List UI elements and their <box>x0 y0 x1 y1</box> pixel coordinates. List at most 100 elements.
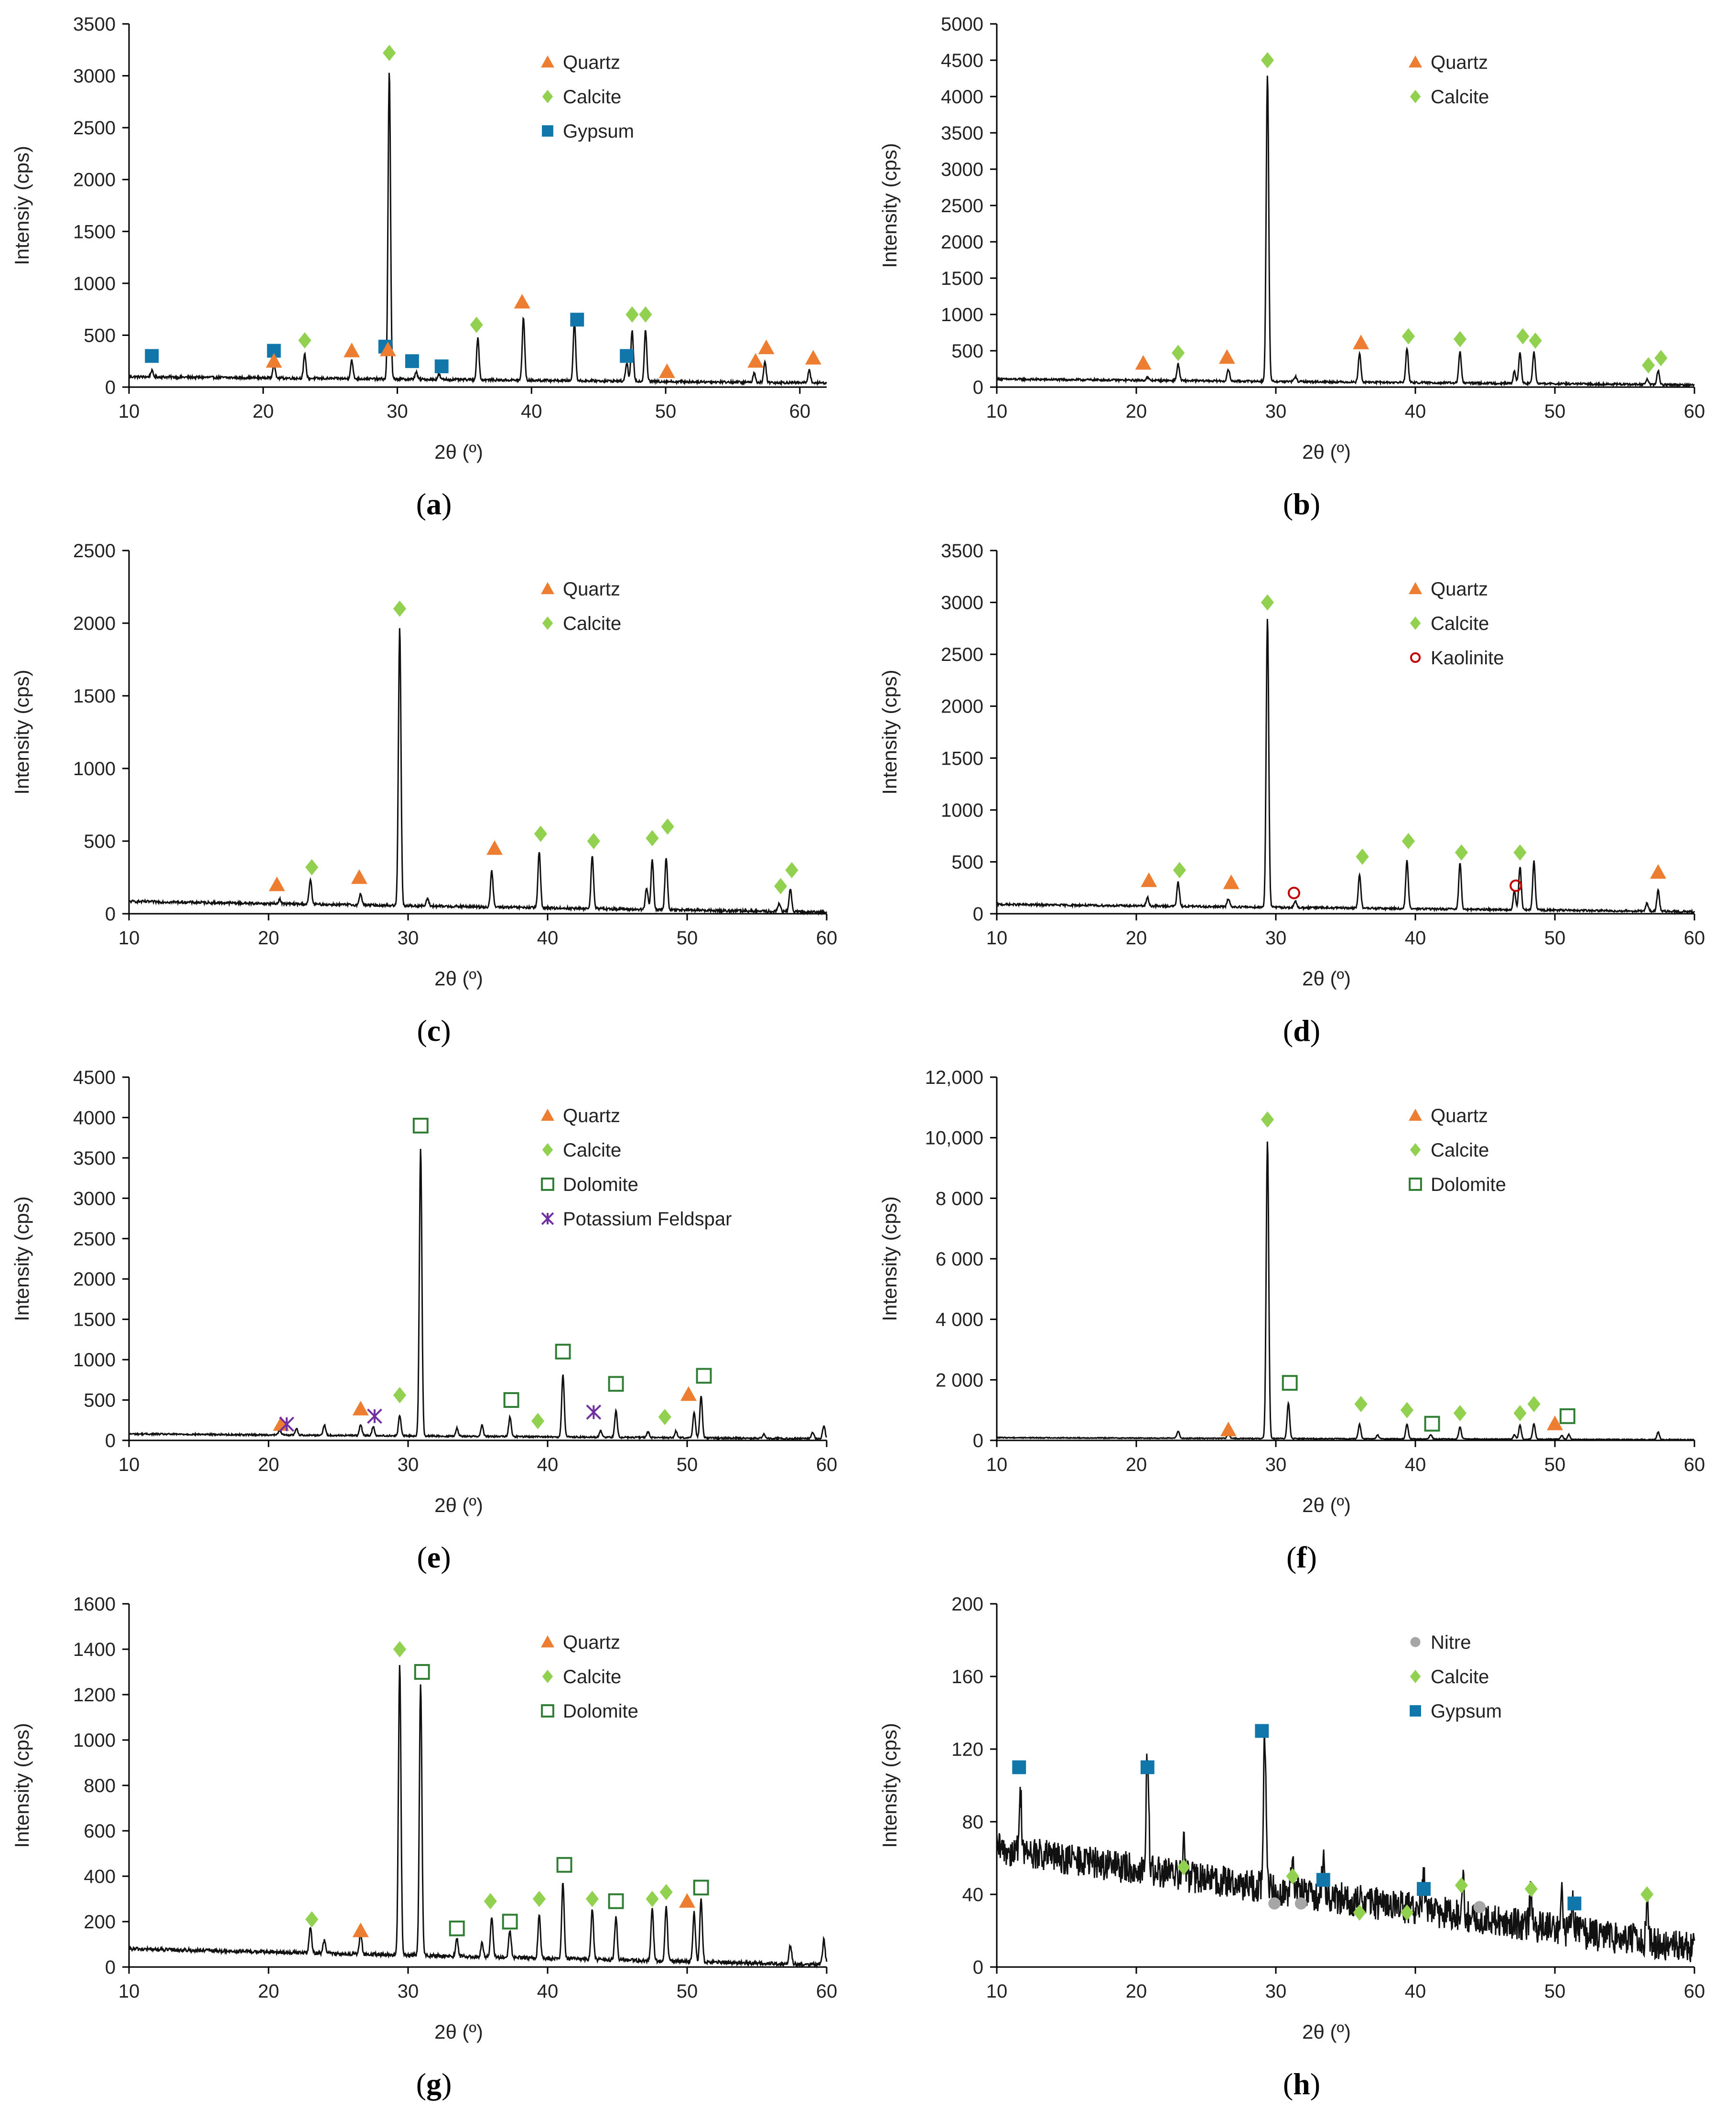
y-axis-title: Intensity (cps) <box>878 1723 901 1848</box>
x-tick-label: 10 <box>119 401 140 422</box>
phase-marker-calcite <box>1642 357 1655 374</box>
phase-marker-calcite <box>1356 848 1369 865</box>
legend-label-gypsum: Gypsum <box>563 121 634 142</box>
y-axis-title: Intensity (cps) <box>11 1196 33 1321</box>
chart-panel-f: 0 2 000 4 000 6 000 8 000 10,000 12,000 10 20 30 4… <box>868 1053 1736 1580</box>
phase-marker-gypsum <box>570 313 584 327</box>
caption-b: (b) <box>1283 487 1321 521</box>
legend-symbol-quartz <box>541 1635 554 1648</box>
phase-marker-nitre <box>1268 1897 1281 1910</box>
legend-label-calcite: Calcite <box>563 613 621 634</box>
phase-marker-calcite <box>1402 328 1415 345</box>
diffraction-pattern-line <box>129 628 828 916</box>
y-tick-label: 2500 <box>73 1229 116 1250</box>
y-tick-label: 2500 <box>73 541 116 562</box>
phase-marker-quartz <box>266 353 282 368</box>
chart-panel-d: 0 500 1000 1500 2000 2500 3000 3500 10 20 30 40 50 60… <box>868 527 1736 1053</box>
x-tick-label: 20 <box>1126 401 1147 422</box>
x-axis-title: 2θ (º) <box>1302 1494 1351 1516</box>
x-tick-label: 60 <box>1684 1981 1705 2002</box>
x-tick-label: 20 <box>253 401 274 422</box>
phase-marker-calcite <box>646 830 659 846</box>
y-tick-label: 200 <box>84 1912 116 1933</box>
phase-marker-calcite <box>587 833 600 849</box>
phase-marker-quartz <box>1218 349 1235 364</box>
y-tick-label: 3500 <box>941 541 983 562</box>
legend-symbol-gypsum <box>542 125 553 137</box>
y-tick-label: 0 <box>973 377 983 398</box>
phase-marker-calcite <box>393 1387 407 1404</box>
legend-symbol-dolomite <box>541 1704 554 1718</box>
legend-symbol-calcite <box>542 1143 553 1157</box>
x-tick-label: 30 <box>1265 401 1287 422</box>
phase-marker-calcite <box>646 1891 659 1907</box>
x-tick-label: 30 <box>387 401 408 422</box>
y-tick-label: 1500 <box>941 268 983 289</box>
legend-symbol-quartz <box>1409 582 1422 595</box>
caption-f: (f) <box>1286 1540 1317 1574</box>
x-tick-label: 40 <box>1405 401 1426 422</box>
caption-g: (g) <box>416 2067 452 2101</box>
x-tick-label: 30 <box>398 1981 419 2002</box>
chart-panel-b: 0 500 1000 1500 2000 2500 3000 3500 4000 4500 5000… <box>868 0 1736 527</box>
phase-marker-calcite <box>1513 1405 1527 1421</box>
y-axis-title: Intensiy (cps) <box>11 146 33 265</box>
y-tick-label: 1400 <box>73 1639 116 1660</box>
y-tick-label: 1600 <box>73 1594 116 1615</box>
y-tick-label: 160 <box>951 1666 983 1687</box>
x-tick-label: 20 <box>258 1454 280 1475</box>
phase-marker-calcite <box>393 1641 407 1657</box>
diffraction-pattern-line <box>128 73 827 387</box>
x-tick-label: 40 <box>537 1981 559 2002</box>
x-tick-label: 60 <box>789 401 811 422</box>
phase-marker-calcite <box>774 878 787 895</box>
x-tick-label: 50 <box>677 928 698 949</box>
y-axis-title: Intensity (cps) <box>11 670 33 794</box>
diffraction-pattern-line <box>996 619 1695 916</box>
x-tick-label: 40 <box>1405 928 1426 949</box>
y-axis-title: Intensity (cps) <box>878 670 901 794</box>
x-axis-title: 2θ (º) <box>434 441 483 463</box>
y-tick-label: 1000 <box>941 304 983 325</box>
legend-symbol-quartz <box>1409 55 1422 68</box>
phase-marker-feldspar <box>279 1416 294 1432</box>
phase-marker-calcite <box>1172 345 1185 361</box>
phase-marker-calcite <box>1455 844 1468 861</box>
x-tick-label: 60 <box>816 1981 838 2002</box>
chart-panel-c: 0 500 1000 1500 2000 2500 10 20 30 40 50 60 2θ (º) In… <box>0 527 868 1053</box>
y-tick-label: 1500 <box>73 221 116 242</box>
x-axis-title: 2θ (º) <box>1302 967 1351 990</box>
y-tick-label: 2500 <box>73 118 116 139</box>
phase-marker-quartz <box>486 840 503 855</box>
phase-marker-nitre <box>1294 1897 1307 1910</box>
x-tick-label: 10 <box>986 1981 1008 2002</box>
phase-marker-calcite <box>785 862 798 878</box>
legend-symbol-calcite <box>542 90 553 103</box>
x-tick-label: 20 <box>258 928 280 949</box>
phase-marker-calcite <box>305 1911 319 1928</box>
phase-marker-quartz <box>658 363 675 378</box>
phase-marker-calcite <box>1400 1402 1414 1418</box>
chart-panel-h: 0 40 80 120 160 200 10 20 30 40 50 60 2θ (º) Intensit… <box>868 1580 1736 2107</box>
phase-marker-calcite <box>470 316 483 333</box>
phase-marker-calcite <box>1455 1877 1468 1893</box>
y-tick-label: 1500 <box>73 1309 116 1330</box>
legend-label-quartz: Quartz <box>563 52 620 73</box>
phase-marker-calcite <box>658 1409 671 1426</box>
phase-marker-calcite <box>1261 52 1274 68</box>
y-tick-label: 0 <box>973 1430 983 1451</box>
caption-a: (a) <box>416 487 452 521</box>
caption-d: (d) <box>1283 1014 1321 1048</box>
x-tick-label: 30 <box>1265 1981 1287 2002</box>
phase-marker-calcite <box>393 600 407 617</box>
y-tick-label: 2000 <box>73 613 116 634</box>
x-tick-label: 50 <box>677 1454 698 1475</box>
x-tick-label: 40 <box>537 928 559 949</box>
legend-symbol-quartz <box>541 1109 554 1121</box>
legend-label-dolomite: Dolomite <box>1431 1174 1506 1195</box>
phase-marker-dolomite <box>1424 1416 1440 1432</box>
x-tick-label: 60 <box>816 1454 838 1475</box>
x-tick-label: 20 <box>1126 928 1147 949</box>
y-tick-label: 1500 <box>941 748 983 769</box>
y-tick-label: 3000 <box>941 593 983 614</box>
